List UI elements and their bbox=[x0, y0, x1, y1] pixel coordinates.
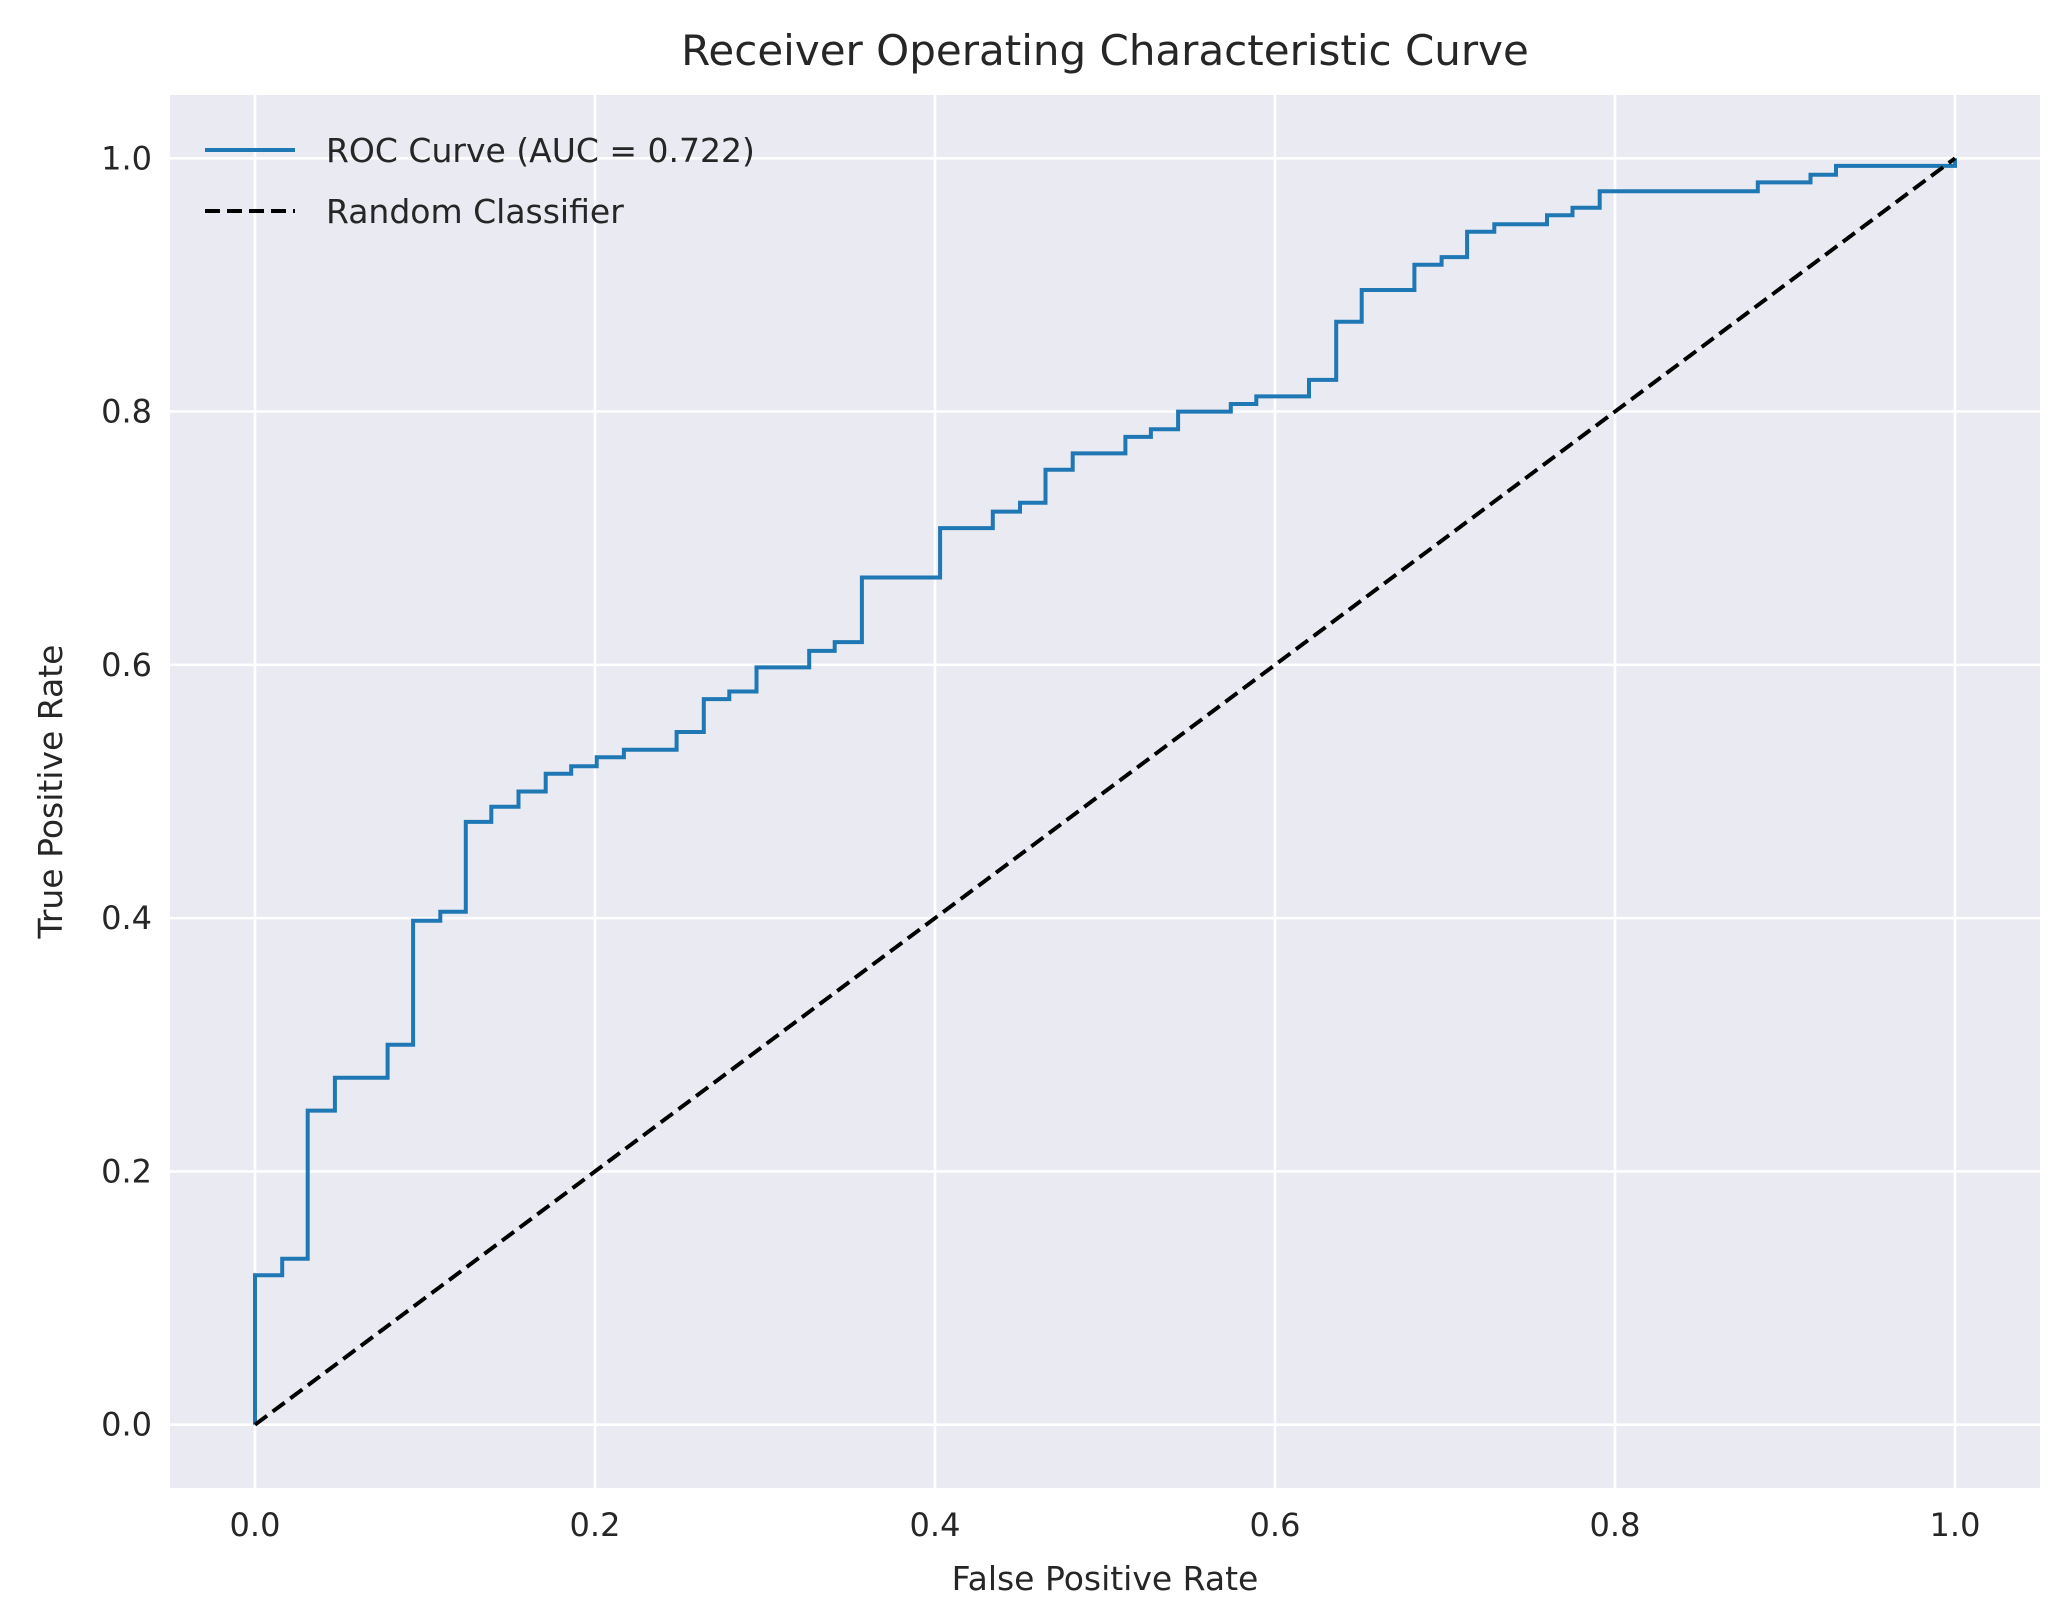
y-tick-label: 0.4 bbox=[101, 899, 152, 937]
y-tick-label: 0.0 bbox=[101, 1406, 152, 1444]
legend-label: ROC Curve (AUC = 0.722) bbox=[326, 131, 755, 170]
legend-label: Random Classifier bbox=[326, 192, 624, 231]
y-tick-label: 0.6 bbox=[101, 646, 152, 684]
tick-labels: 0.0 0.2 0.4 0.6 0.8 1.0 0.0 0.2 0.4 0.6 0.8 1.0 bbox=[101, 139, 1980, 1544]
random-classifier-line bbox=[253, 156, 1957, 1427]
roc-curve-line bbox=[253, 158, 1957, 1425]
y-tick-label: 1.0 bbox=[101, 139, 152, 177]
x-tick-label: 0.4 bbox=[910, 1506, 961, 1544]
y-axis-label: True Positive Rate bbox=[31, 645, 70, 940]
x-tick-label: 0.6 bbox=[1250, 1506, 1301, 1544]
x-tick-label: 0.0 bbox=[230, 1506, 281, 1544]
series-layer bbox=[253, 156, 1957, 1427]
legend: ROC Curve (AUC = 0.722) Random Classifier bbox=[205, 131, 755, 231]
y-tick-label: 0.8 bbox=[101, 393, 152, 431]
x-axis-label: False Positive Rate bbox=[952, 1559, 1259, 1598]
grid-lines bbox=[170, 95, 2040, 1488]
x-tick-label: 1.0 bbox=[1930, 1506, 1981, 1544]
x-tick-label: 0.8 bbox=[1590, 1506, 1641, 1544]
x-tick-label: 0.2 bbox=[570, 1506, 621, 1544]
y-tick-label: 0.2 bbox=[101, 1152, 152, 1190]
chart-title: Receiver Operating Characteristic Curve bbox=[681, 26, 1529, 75]
